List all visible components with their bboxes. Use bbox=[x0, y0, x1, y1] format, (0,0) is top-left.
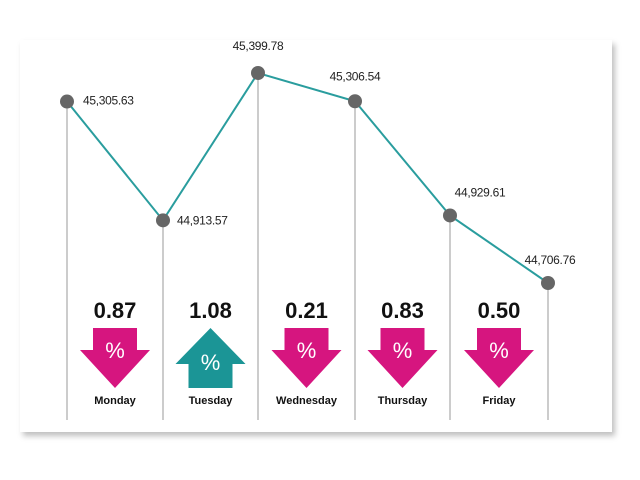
change-symbol: % bbox=[297, 338, 317, 363]
change-symbol: % bbox=[201, 350, 221, 375]
point bbox=[541, 276, 555, 290]
change-arrow bbox=[464, 328, 534, 388]
value-label: 44,913.57 bbox=[177, 214, 228, 228]
change-label: 0.50 bbox=[478, 298, 521, 323]
change-label: 0.21 bbox=[285, 298, 328, 323]
index-line bbox=[66, 71, 549, 284]
point bbox=[60, 94, 74, 109]
change-label: 0.83 bbox=[381, 298, 424, 323]
value-label: 45,399.78 bbox=[233, 39, 284, 53]
point bbox=[156, 213, 170, 228]
point bbox=[348, 94, 362, 109]
day-label: Monday bbox=[94, 395, 136, 407]
day-label: Tuesday bbox=[189, 395, 234, 407]
day-label: Thursday bbox=[378, 395, 428, 407]
change-label: 0.87 bbox=[94, 298, 137, 323]
change-symbol: % bbox=[105, 338, 125, 363]
day-label: Wednesday bbox=[276, 395, 338, 407]
value-label: 45,305.63 bbox=[83, 94, 134, 108]
change-arrow bbox=[175, 328, 246, 388]
point bbox=[443, 208, 457, 223]
change-symbol: % bbox=[393, 338, 413, 363]
value-label: 44,929.61 bbox=[455, 186, 506, 200]
value-label: 44,706.76 bbox=[525, 253, 576, 267]
change-arrow bbox=[271, 328, 342, 388]
change-label: 1.08 bbox=[189, 298, 232, 323]
point bbox=[251, 66, 265, 80]
value-label: 45,306.54 bbox=[330, 69, 381, 83]
change-symbol: % bbox=[489, 338, 509, 363]
day-label: Friday bbox=[482, 395, 516, 407]
change-arrow bbox=[367, 328, 438, 388]
change-arrow bbox=[80, 328, 150, 388]
